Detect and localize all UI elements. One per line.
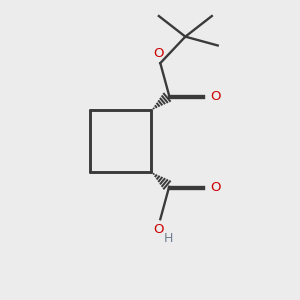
Text: H: H: [164, 232, 173, 244]
Text: O: O: [210, 182, 220, 194]
Text: O: O: [210, 90, 220, 103]
Text: O: O: [154, 46, 164, 60]
Text: O: O: [154, 223, 164, 236]
